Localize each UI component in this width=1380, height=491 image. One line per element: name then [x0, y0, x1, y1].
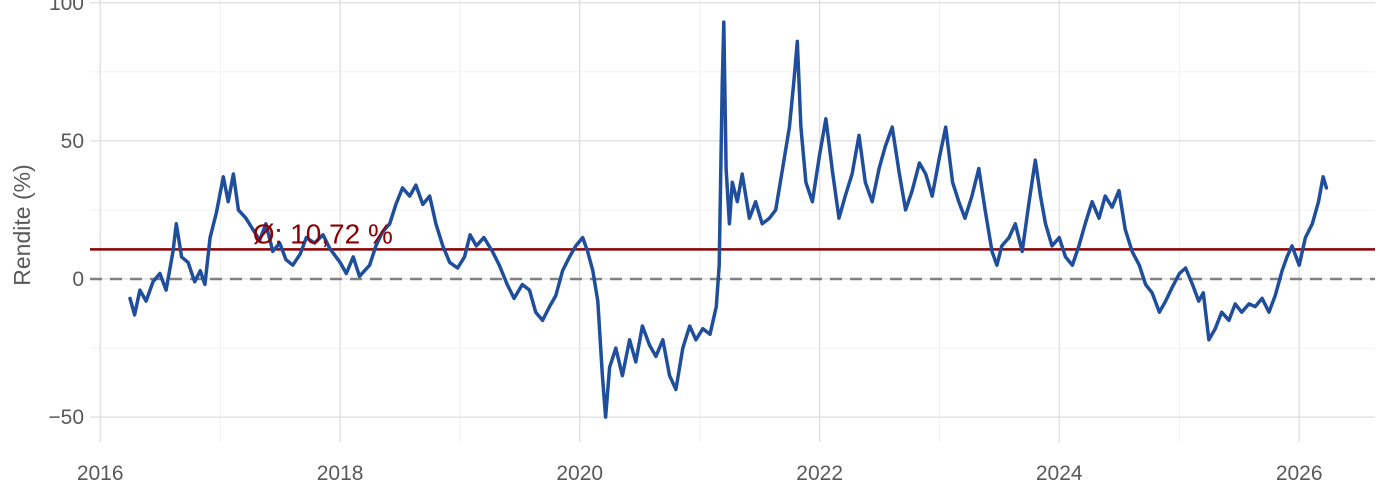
x-tick-label: 2018 — [317, 462, 364, 485]
y-tick-label: 50 — [61, 130, 84, 153]
reference-lines — [90, 248, 1375, 281]
mean-label: Ø: 10,72 % — [253, 218, 393, 249]
y-tick-label: 0 — [72, 268, 84, 291]
series-group — [128, 20, 1329, 419]
grid-lines — [90, 0, 1375, 442]
y-axis-title: Rendite (%) — [9, 164, 35, 285]
y-tick-label: 100 — [49, 0, 84, 15]
x-tick-label: 2026 — [1276, 462, 1323, 485]
series-line — [128, 20, 1329, 419]
x-tick-label: 2020 — [556, 462, 603, 485]
x-tick-label: 2016 — [77, 462, 124, 485]
y-tick-label: −50 — [48, 406, 84, 429]
x-tick-labels: 2016 2018 2020 2022 2024 2026 — [77, 462, 1323, 485]
annotations: Ø: 10,72 % — [253, 218, 393, 249]
y-tick-labels: −50 0 50 100 — [48, 0, 84, 429]
x-tick-label: 2024 — [1036, 462, 1083, 485]
x-tick-label: 2022 — [796, 462, 843, 485]
